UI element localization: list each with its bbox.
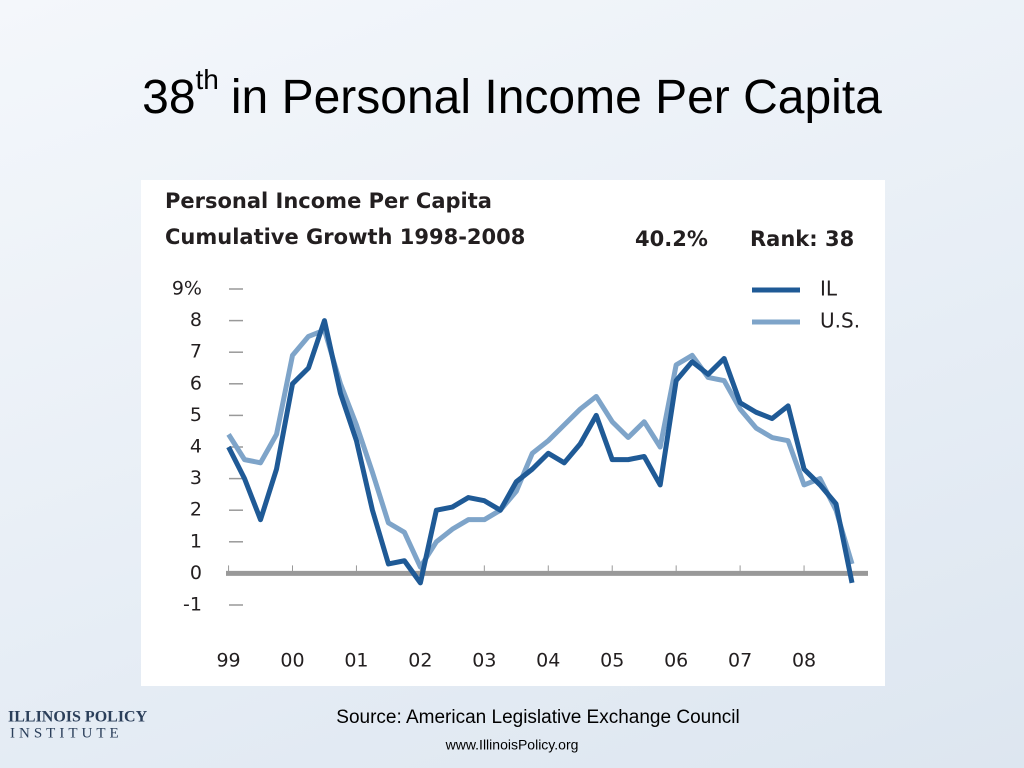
y-tick-label: 3 (190, 467, 202, 489)
y-tick-label: 8 (190, 309, 202, 331)
chart-panel (141, 180, 885, 686)
logo-line: INSTITUTE (10, 725, 123, 741)
title-suffix: th (196, 64, 219, 95)
x-tick-label: 07 (728, 650, 752, 672)
y-tick-label: 5 (190, 404, 202, 426)
y-tick-label: -1 (183, 594, 202, 616)
y-tick-label: 7 (190, 341, 202, 363)
x-tick-label: 06 (664, 650, 688, 672)
annotation: Rank: 38 (750, 227, 854, 251)
series-line (226, 318, 855, 586)
source: Source: American Legislative Exchange Co… (336, 707, 739, 728)
slide-title: 38th in Personal Income Per Capita (142, 64, 882, 123)
y-tick-label: 6 (190, 372, 202, 394)
chart-title: Personal Income Per Capita (165, 189, 492, 213)
annotation: 40.2% (635, 227, 708, 251)
x-tick-label: 03 (472, 650, 496, 672)
x-tick-label: 99 (216, 650, 240, 672)
legend-label: U.S. (820, 309, 860, 333)
chart: Personal Income Per Capita Cumulative Gro… (165, 189, 868, 672)
x-tick-label: 01 (344, 650, 368, 672)
y-tick-label: 4 (190, 436, 202, 458)
x-tick-label: 04 (536, 650, 560, 672)
x-tick-label: 02 (408, 650, 432, 672)
chart-title: Cumulative Growth 1998-2008 (165, 225, 525, 249)
y-tick-label: 9% (172, 278, 202, 300)
legend-label: IL (820, 277, 838, 301)
y-tick-label: 0 (190, 562, 202, 584)
x-tick-label: 08 (792, 650, 816, 672)
title-rest: in Personal Income Per Capita (231, 71, 882, 124)
x-tick-label: 05 (600, 650, 624, 672)
title-number: 38 (142, 71, 195, 124)
x-tick-label: 00 (280, 650, 304, 672)
url: www.IllinoisPolicy.org (445, 737, 579, 753)
y-tick-label: 2 (190, 499, 202, 521)
logo-line: ILLINOIS POLICY (8, 709, 148, 726)
y-tick-label: 1 (190, 530, 202, 552)
